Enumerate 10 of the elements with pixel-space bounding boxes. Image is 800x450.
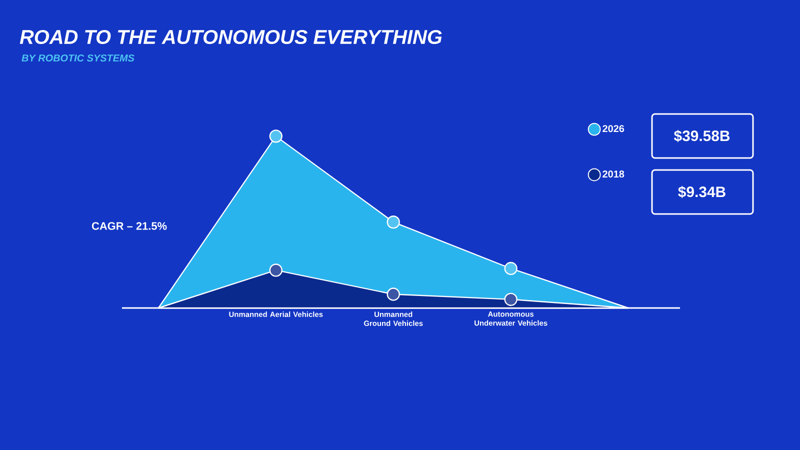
point xyxy=(386,216,400,229)
text: $39.58B xyxy=(674,130,730,142)
text: $9.34B xyxy=(678,186,726,198)
point xyxy=(269,130,282,143)
text: BY ROBOTIC SYSTEMS xyxy=(22,54,134,62)
legend-label: 2026 xyxy=(602,125,624,132)
chart-title: ROAD TO THE AUTONOMOUS EVERYTHING xyxy=(20,30,442,44)
annotation: CAGR – 21.5% xyxy=(92,222,167,230)
legend-label: 2018 xyxy=(602,170,624,178)
point xyxy=(504,262,518,276)
